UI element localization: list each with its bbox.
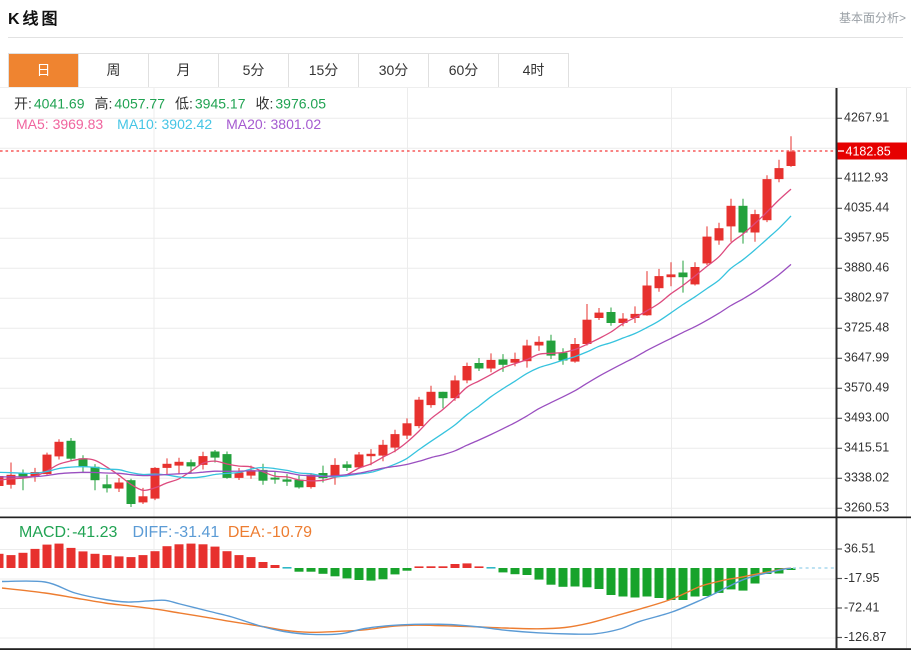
svg-text:4182.85: 4182.85 [846,144,891,158]
svg-text:3570.49: 3570.49 [844,381,889,395]
svg-text:3725.48: 3725.48 [844,321,889,335]
svg-text:3880.46: 3880.46 [844,261,889,275]
svg-text:3647.99: 3647.99 [844,351,889,365]
svg-text:36.51: 36.51 [844,541,875,555]
svg-text:3493.00: 3493.00 [844,411,889,425]
svg-text:4267.91: 4267.91 [844,111,889,125]
svg-text:3415.51: 3415.51 [844,441,889,455]
svg-text:4112.93: 4112.93 [844,171,888,185]
svg-text:3957.95: 3957.95 [844,231,889,245]
svg-text:开:4041.69高:4057.77低:3945.17收:3: 开: 4041.69 高: 4057.77 低: 3945.17 收: 3976.05 [14,96,326,112]
svg-text:-126.87: -126.87 [844,630,886,644]
svg-text:-17.95: -17.95 [844,571,879,585]
svg-text:4035.44: 4035.44 [844,201,889,215]
svg-text:3338.02: 3338.02 [844,471,889,485]
svg-text:3802.97: 3802.97 [844,291,889,305]
svg-text:-72.41: -72.41 [844,600,879,614]
svg-text:3260.53: 3260.53 [844,501,889,515]
